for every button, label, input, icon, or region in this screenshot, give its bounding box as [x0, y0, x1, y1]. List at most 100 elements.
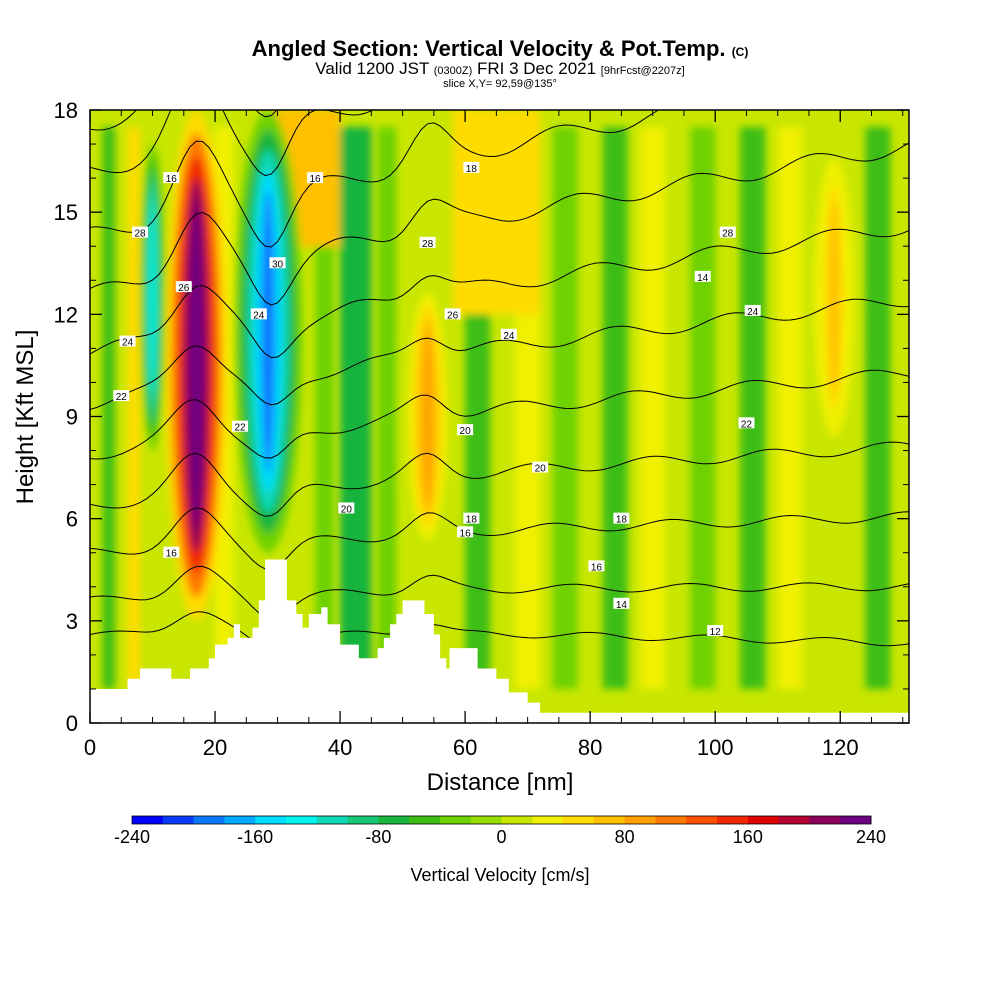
velocity-band	[102, 127, 116, 689]
theta-label-bg	[113, 390, 130, 402]
x-tick-label: 120	[822, 735, 859, 760]
theta-label: 16	[166, 549, 178, 560]
theta-label: 16	[591, 562, 603, 573]
colorbar-swatch	[255, 816, 287, 824]
theta-contour	[90, 298, 909, 410]
theta-label: 20	[341, 504, 353, 515]
colorbar-ticks: -240 -160 -80 0 80 160 240	[114, 827, 886, 847]
theta-label: 16	[166, 174, 178, 185]
colorbar-frame	[131, 815, 872, 825]
colorbar-swatch	[409, 816, 441, 824]
theta-label-bg	[119, 335, 136, 347]
colorbar-swatch	[532, 816, 564, 824]
y-tick-label: 15	[54, 200, 78, 225]
theta-label: 24	[747, 307, 759, 318]
colorbar-swatch	[593, 816, 626, 824]
theta-label-bg	[250, 308, 267, 320]
theta-label: 28	[722, 229, 734, 240]
colorbar-swatch	[624, 816, 656, 824]
colorbar-swatch	[501, 816, 533, 824]
theta-label-bg	[175, 281, 192, 293]
y-tick-label: 3	[66, 609, 78, 634]
theta-label: 22	[116, 392, 128, 403]
theta-contour	[90, 110, 374, 177]
theta-label-bg	[744, 304, 761, 316]
theta-label: 24	[503, 331, 515, 342]
plot-area: 12 14 16 16 16 18 18 20 20 20 22 22 22 24 24 24 24 26 26 28…	[90, 110, 909, 723]
x-tick-label: 40	[328, 735, 352, 760]
theta-label-bg	[269, 257, 286, 269]
theta-contour	[90, 507, 909, 570]
theta-label-bg	[163, 546, 180, 558]
theta-label-bg	[338, 502, 355, 514]
theta-contour	[90, 565, 909, 620]
theta-contours	[90, 110, 909, 653]
y-axis-label: Height [Kft MSL]	[12, 330, 39, 505]
velocity-band	[777, 127, 803, 689]
x-tick-label: 100	[697, 735, 734, 760]
terrain	[90, 559, 909, 723]
x-axis-label: Distance [nm]	[427, 769, 574, 796]
velocity-band	[740, 127, 766, 689]
theta-label-bg	[307, 172, 324, 184]
theta-label-bg	[463, 512, 480, 524]
velocity-band	[377, 127, 397, 689]
colorbar-tick-label: -160	[237, 827, 273, 847]
colorbar-tick-label: 160	[733, 827, 763, 847]
theta-label: 22	[741, 419, 753, 430]
colorbar-swatch	[162, 816, 195, 824]
theta-label: 28	[134, 229, 146, 240]
colorbar-tick-label: -80	[365, 827, 391, 847]
velocity-band	[690, 127, 716, 689]
theta-label: 24	[253, 310, 265, 321]
theta-label-bg	[719, 226, 736, 238]
theta-label: 18	[466, 515, 478, 526]
colorbar-tick-label: 240	[856, 827, 886, 847]
velocity-band	[340, 127, 372, 689]
theta-label-bg	[163, 172, 180, 184]
colorbar-swatch	[840, 816, 872, 824]
y-tick-label: 0	[66, 711, 78, 736]
theta-label-bg	[457, 424, 474, 436]
theta-contour-labels: 12 14 16 16 16 18 18 20 20 20 22 22 22 24 24 24 24 26 26 28…	[113, 161, 761, 638]
colorbar-swatch	[347, 816, 379, 824]
colorbar-swatch	[686, 816, 718, 824]
velocity-cell	[190, 201, 203, 529]
theta-contour	[90, 142, 909, 306]
theta-label-bg	[232, 420, 249, 432]
theta-label: 26	[447, 310, 459, 321]
colorbar-swatch	[470, 816, 502, 824]
colorbar-swatch	[778, 816, 810, 824]
theta-label: 30	[272, 259, 284, 270]
colorbar-swatch	[378, 816, 410, 824]
colorbar-swatch	[655, 816, 687, 824]
theta-label-bg	[444, 308, 461, 320]
velocity-band	[640, 127, 666, 689]
theta-label: 22	[234, 423, 246, 434]
colorbar-tick-label: 80	[615, 827, 635, 847]
theta-label: 18	[616, 515, 628, 526]
colorbar-swatch	[132, 816, 164, 824]
theta-label: 16	[310, 174, 322, 185]
theta-label-bg	[419, 236, 436, 248]
x-tick-label: 0	[84, 735, 96, 760]
velocity-cell	[422, 329, 433, 504]
axes: 0 20 40 60 80 100 120 0 3 6 9 12 15 18	[54, 98, 909, 760]
colorbar-swatch	[439, 816, 472, 824]
colorbar-label: Vertical Velocity [cm/s]	[410, 865, 589, 885]
colorbar-swatch	[193, 816, 225, 824]
velocity-field	[102, 110, 891, 689]
velocity-cell	[150, 199, 156, 396]
colorbar-swatch	[717, 816, 749, 824]
colorbar-swatch	[809, 816, 841, 824]
velocity-cell	[261, 189, 276, 474]
theta-label: 16	[460, 528, 472, 539]
theta-label: 14	[697, 273, 709, 284]
velocity-band	[865, 127, 891, 689]
theta-label-bg	[613, 512, 630, 524]
y-tick-label: 18	[54, 98, 78, 123]
theta-label: 20	[460, 426, 472, 437]
y-tick-label: 6	[66, 507, 78, 532]
theta-label: 28	[422, 239, 434, 250]
